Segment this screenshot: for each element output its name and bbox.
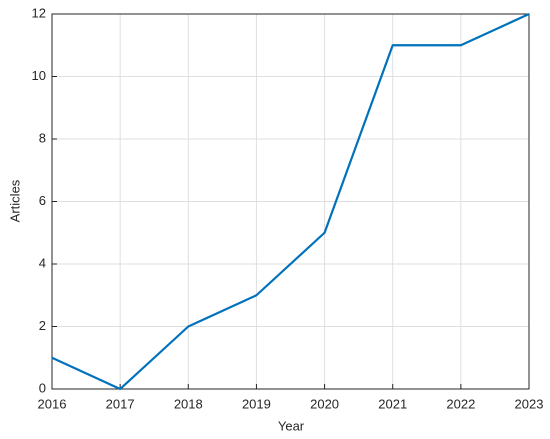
y-tick-label: 0 — [39, 380, 46, 395]
x-tick-label: 2018 — [174, 396, 203, 411]
y-tick-label: 6 — [39, 193, 46, 208]
y-tick-label: 8 — [39, 130, 46, 145]
y-axis-label: Articles — [7, 179, 22, 222]
x-tick-label: 2023 — [515, 396, 544, 411]
x-tick-label: 2022 — [446, 396, 475, 411]
x-axis-label: Year — [278, 418, 305, 433]
data-line — [51, 13, 530, 391]
y-tick-label: 2 — [39, 318, 46, 333]
plot-frame — [51, 13, 530, 390]
x-tick-label: 2021 — [378, 396, 407, 411]
grid — [51, 13, 530, 390]
y-tick-label: 10 — [32, 68, 46, 83]
x-tick-label: 2019 — [242, 396, 271, 411]
y-tick-label: 12 — [32, 5, 46, 20]
x-tick-label: 2020 — [310, 396, 339, 411]
x-tick-label: 2017 — [106, 396, 135, 411]
x-tick-label: 2016 — [38, 396, 67, 411]
y-tick-label: 4 — [39, 255, 46, 270]
